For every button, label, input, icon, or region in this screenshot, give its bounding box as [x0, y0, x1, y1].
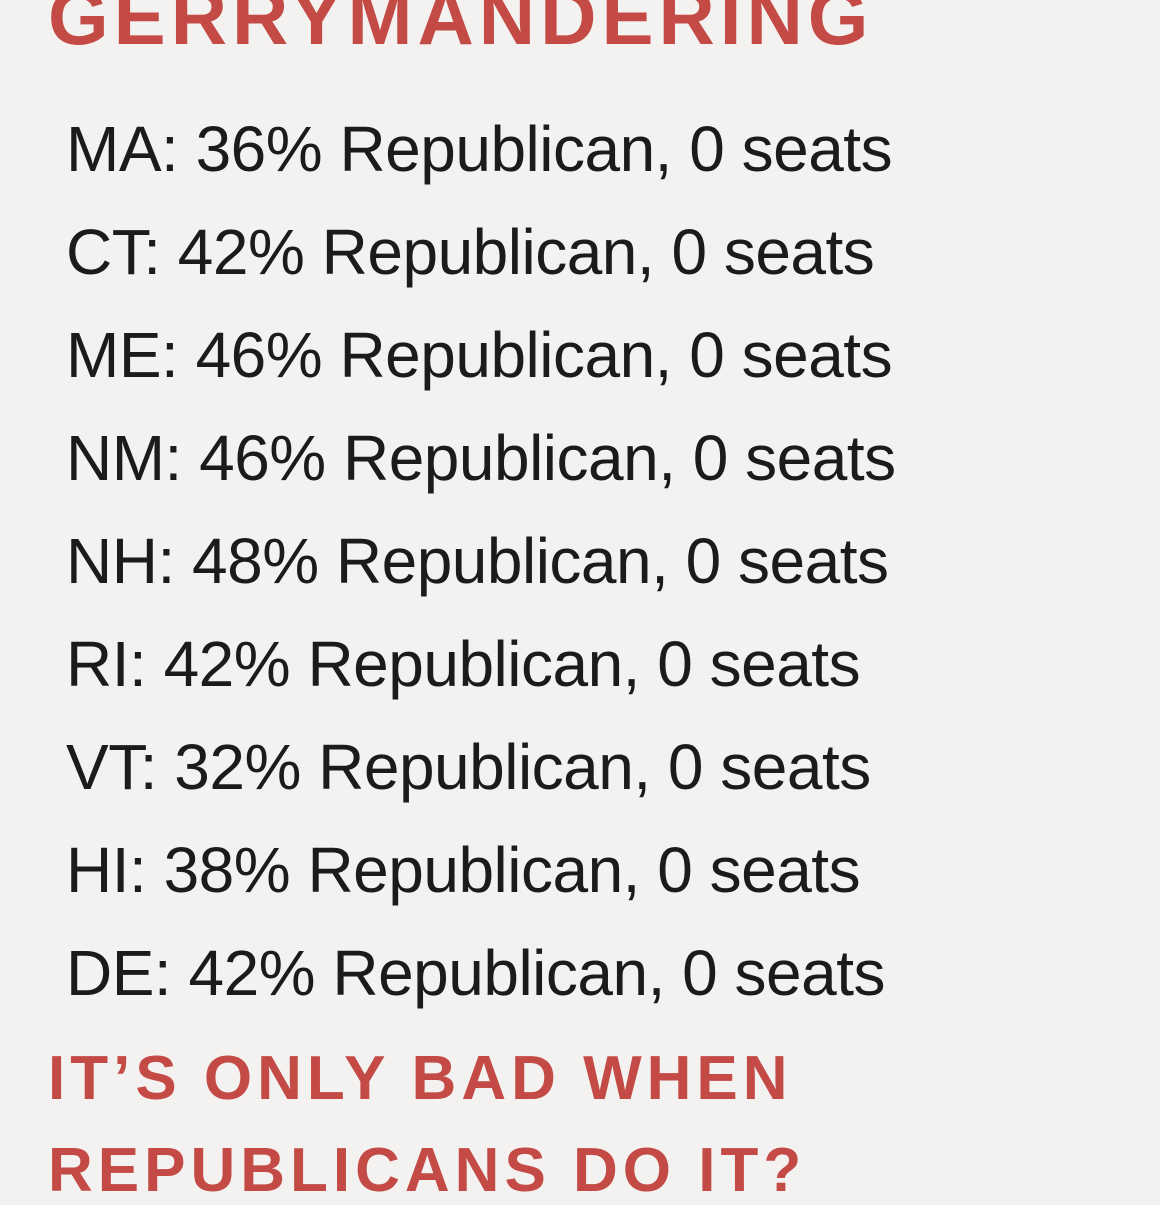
- state-line: ME: 46% Republican, 0 seats: [66, 319, 893, 391]
- state-line: NM: 46% Republican, 0 seats: [66, 422, 896, 494]
- state-line: MA: 36% Republican, 0 seats: [66, 113, 893, 185]
- footer-line: IT’S ONLY BAD WHEN: [48, 1044, 793, 1113]
- state-line: DE: 42% Republican, 0 seats: [66, 937, 885, 1009]
- footer-line: REPUBLICANS DO IT?: [48, 1136, 807, 1205]
- state-line: RI: 42% Republican, 0 seats: [66, 628, 861, 700]
- state-list: MA: 36% Republican, 0 seats CT: 42% Repub…: [66, 98, 896, 1025]
- state-line: CT: 42% Republican, 0 seats: [66, 216, 875, 288]
- state-line: VT: 32% Republican, 0 seats: [66, 731, 871, 803]
- title: GERRYMANDERING: [48, 0, 874, 61]
- state-line: NH: 48% Republican, 0 seats: [66, 525, 889, 597]
- state-line: HI: 38% Republican, 0 seats: [66, 834, 861, 906]
